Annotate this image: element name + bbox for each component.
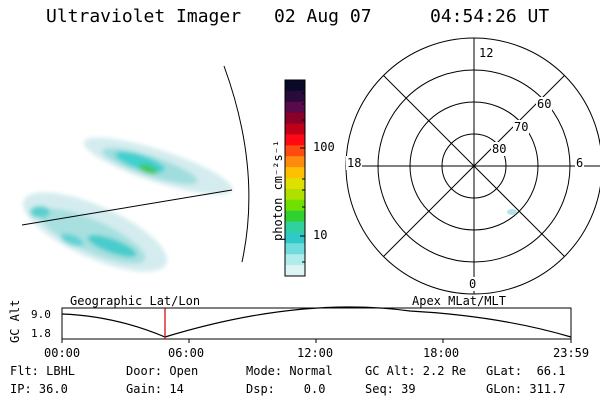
timeline-right-title: Apex MLat/MLT bbox=[412, 294, 506, 308]
colorbar-cell bbox=[285, 80, 305, 92]
timeline-xticks bbox=[61, 339, 572, 343]
timeline-frame bbox=[61, 307, 572, 340]
gain-field: Gain: 14 bbox=[126, 382, 184, 396]
lat-label-80: 80 bbox=[491, 142, 508, 156]
orbit-track-line bbox=[21, 189, 233, 226]
colorbar-cell bbox=[285, 156, 305, 168]
colorbar-ticks bbox=[300, 92, 305, 263]
instrument-title: Ultraviolet Imager bbox=[46, 6, 242, 27]
colorbar-cell bbox=[285, 134, 305, 146]
colorbar-cell bbox=[285, 243, 305, 255]
mlt-label-6: 6 bbox=[575, 156, 585, 170]
colorbar-frame bbox=[284, 79, 306, 277]
glon-field: GLon: 311.7 bbox=[486, 382, 566, 396]
colorbar-tick-10: 10 bbox=[313, 228, 328, 242]
timeline-xtick-2359: 23:59 bbox=[553, 346, 590, 360]
horizon-arc bbox=[223, 65, 250, 263]
timeline-ytick-high: 9.0 bbox=[31, 308, 51, 321]
aurora-band-lower bbox=[22, 192, 168, 272]
polar-diagonal-b bbox=[383, 75, 565, 257]
timeline-ytick-low: 1.8 bbox=[31, 327, 51, 340]
mlt-label-0: 0 bbox=[468, 277, 478, 291]
colorbar-cell bbox=[285, 210, 305, 223]
colorbar-cell bbox=[285, 232, 305, 244]
timeline-xtick-0600: 06:00 bbox=[168, 346, 205, 360]
ip-field: IP: 36.0 bbox=[10, 382, 68, 396]
colorbar-cell bbox=[285, 90, 305, 103]
colorbar-cell bbox=[285, 101, 305, 114]
colorbar-cell bbox=[285, 167, 305, 179]
mlt-label-12: 12 bbox=[478, 46, 495, 60]
colorbar-cell bbox=[285, 145, 305, 157]
gc-alt-field: GC Alt: 2.2 Re bbox=[365, 364, 467, 378]
altitude-curve bbox=[61, 306, 572, 338]
filter-field: Flt: LBHL bbox=[10, 364, 76, 378]
mlt-label-18: 18 bbox=[346, 156, 363, 170]
colorbar-cell bbox=[285, 254, 305, 266]
timeline-xtick-1200: 12:00 bbox=[297, 346, 334, 360]
colorbar-cell bbox=[285, 178, 305, 190]
colorbar-cell bbox=[285, 123, 305, 135]
colorbar-cell bbox=[285, 199, 305, 212]
mode-field: Mode: Normal bbox=[246, 364, 333, 378]
door-field: Door: Open bbox=[126, 364, 199, 378]
date-label: 02 Aug 07 bbox=[274, 6, 372, 27]
dsp-field: Dsp: 0.0 bbox=[246, 382, 326, 396]
lat-label-60: 60 bbox=[536, 97, 553, 111]
colorbar-tick-100: 100 bbox=[313, 140, 335, 154]
colorbar-cell bbox=[285, 265, 305, 277]
aurora-band-upper bbox=[83, 137, 233, 195]
colorbar-cell bbox=[285, 188, 305, 201]
polar-aurora-spot bbox=[507, 209, 517, 215]
colorbar-cell bbox=[285, 112, 305, 125]
colorbar-cell bbox=[285, 221, 305, 233]
timeline-xtick-0000: 00:00 bbox=[44, 346, 81, 360]
time-label: 04:54:26 UT bbox=[430, 6, 550, 27]
glat-field: GLat: 66.1 bbox=[486, 364, 566, 378]
lat-label-70: 70 bbox=[513, 120, 530, 134]
timeline-xtick-1800: 18:00 bbox=[423, 346, 460, 360]
seq-field: Seq: 39 bbox=[365, 382, 416, 396]
timeline-left-title: Geographic Lat/Lon bbox=[70, 294, 201, 308]
